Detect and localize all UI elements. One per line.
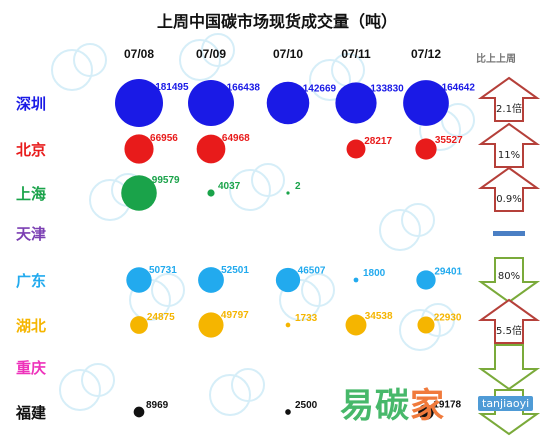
city-label: 北京 bbox=[16, 141, 46, 159]
value-label: 8969 bbox=[146, 400, 169, 411]
bubble-深圳-07/09 bbox=[188, 80, 234, 126]
bubble-福建-07/08 bbox=[133, 406, 145, 418]
arrow-up-icon bbox=[477, 298, 541, 344]
arrow-up-icon bbox=[477, 166, 541, 212]
value-label: 19178 bbox=[433, 400, 461, 411]
value-label: 1800 bbox=[363, 268, 386, 279]
bubble-深圳-07/10 bbox=[266, 81, 310, 125]
value-label: 52501 bbox=[221, 265, 249, 276]
watermark-ring bbox=[51, 49, 93, 91]
value-label: 64968 bbox=[222, 133, 250, 144]
watermark-ring bbox=[231, 368, 265, 402]
city-label: 深圳 bbox=[16, 95, 46, 113]
value-label: 99579 bbox=[152, 175, 180, 186]
date-label: 07/10 bbox=[273, 47, 303, 61]
value-label: 181495 bbox=[155, 82, 189, 93]
change-label: 80% bbox=[498, 271, 520, 282]
city-label: 天津 bbox=[16, 225, 46, 243]
value-label: 1733 bbox=[295, 313, 318, 324]
watermark-ring bbox=[309, 59, 351, 101]
city-label: 湖北 bbox=[16, 317, 46, 335]
bubble-上海-07/08 bbox=[121, 175, 157, 211]
watermark-ring bbox=[379, 209, 421, 251]
watermark-ring bbox=[229, 169, 271, 211]
watermark-ring bbox=[209, 374, 251, 416]
watermark-ring bbox=[401, 203, 435, 237]
watermark-url: tanjiaoyi bbox=[478, 396, 534, 411]
arrow-down-icon bbox=[477, 344, 541, 391]
bubble-广东-07/12 bbox=[416, 270, 436, 290]
value-label: 164642 bbox=[442, 82, 476, 93]
change-header: 比上上周 bbox=[476, 54, 516, 65]
change-label: 5.5倍 bbox=[496, 324, 522, 337]
bubble-北京-07/12 bbox=[415, 138, 437, 160]
value-label: 29401 bbox=[434, 267, 462, 278]
watermark-ring bbox=[441, 103, 475, 137]
watermark-ring bbox=[301, 273, 335, 307]
value-label: 28217 bbox=[364, 136, 392, 147]
bubble-福建-07/12 bbox=[418, 404, 434, 420]
value-label: 2500 bbox=[295, 400, 318, 411]
city-label: 广东 bbox=[16, 272, 46, 290]
bubble-深圳-07/11 bbox=[335, 82, 377, 124]
bubble-广东-07/11 bbox=[353, 277, 359, 283]
value-label: 24875 bbox=[147, 312, 175, 323]
bubble-北京-07/08 bbox=[124, 134, 154, 164]
value-label: 35527 bbox=[435, 135, 463, 146]
watermark-ring bbox=[179, 39, 221, 81]
arrow-down-icon bbox=[477, 257, 541, 304]
value-label: 22930 bbox=[434, 312, 462, 323]
city-label: 上海 bbox=[16, 185, 46, 203]
value-label: 166438 bbox=[227, 82, 261, 93]
value-label: 50731 bbox=[149, 265, 177, 276]
watermark-ring bbox=[59, 369, 101, 411]
bubble-北京-07/09 bbox=[196, 134, 226, 164]
chart-title: 上周中国碳市场现货成交量（吨） bbox=[156, 12, 397, 31]
value-label: 142669 bbox=[303, 83, 337, 94]
change-label: 11% bbox=[498, 150, 520, 161]
watermark-ring bbox=[73, 43, 107, 77]
watermark-logo: 易碳家 bbox=[340, 386, 445, 426]
bubble-上海-07/09 bbox=[207, 189, 215, 197]
flat-bar-icon bbox=[493, 231, 525, 236]
change-label: 0.9% bbox=[496, 194, 521, 205]
date-label: 07/09 bbox=[196, 47, 226, 61]
value-label: 46507 bbox=[298, 265, 326, 276]
watermark-ring bbox=[399, 309, 441, 351]
bubble-上海-07/10 bbox=[286, 191, 290, 195]
city-label: 重庆 bbox=[16, 359, 46, 377]
bubble-广东-07/08 bbox=[126, 267, 152, 293]
value-label: 133830 bbox=[370, 84, 404, 95]
bubble-湖北-07/11 bbox=[345, 314, 367, 336]
bubble-湖北-07/09 bbox=[198, 312, 224, 338]
city-label: 福建 bbox=[15, 404, 47, 422]
value-label: 66956 bbox=[150, 133, 178, 144]
date-label: 07/08 bbox=[124, 47, 154, 61]
value-label: 49797 bbox=[221, 310, 249, 321]
watermark-ring bbox=[81, 363, 115, 397]
bubble-北京-07/11 bbox=[346, 139, 366, 159]
bubble-深圳-07/08 bbox=[115, 79, 163, 127]
value-label: 2 bbox=[295, 181, 301, 192]
watermark-ring bbox=[151, 273, 185, 307]
value-label: 4037 bbox=[218, 181, 241, 192]
date-label: 07/12 bbox=[411, 47, 441, 61]
watermark-ring bbox=[201, 33, 235, 67]
bubble-湖北-07/08 bbox=[130, 316, 148, 334]
date-label: 07/11 bbox=[341, 47, 371, 61]
bubble-湖北-07/10 bbox=[285, 322, 291, 328]
bubble-福建-07/10 bbox=[285, 409, 291, 415]
bubble-湖北-07/12 bbox=[417, 316, 435, 334]
change-label: 2.1倍 bbox=[496, 102, 522, 115]
value-label: 34538 bbox=[365, 311, 393, 322]
arrow-up-icon bbox=[477, 76, 541, 122]
bubble-广东-07/10 bbox=[275, 267, 301, 293]
bubble-深圳-07/12 bbox=[403, 80, 449, 126]
bubble-广东-07/09 bbox=[198, 267, 224, 293]
watermark-ring bbox=[251, 163, 285, 197]
